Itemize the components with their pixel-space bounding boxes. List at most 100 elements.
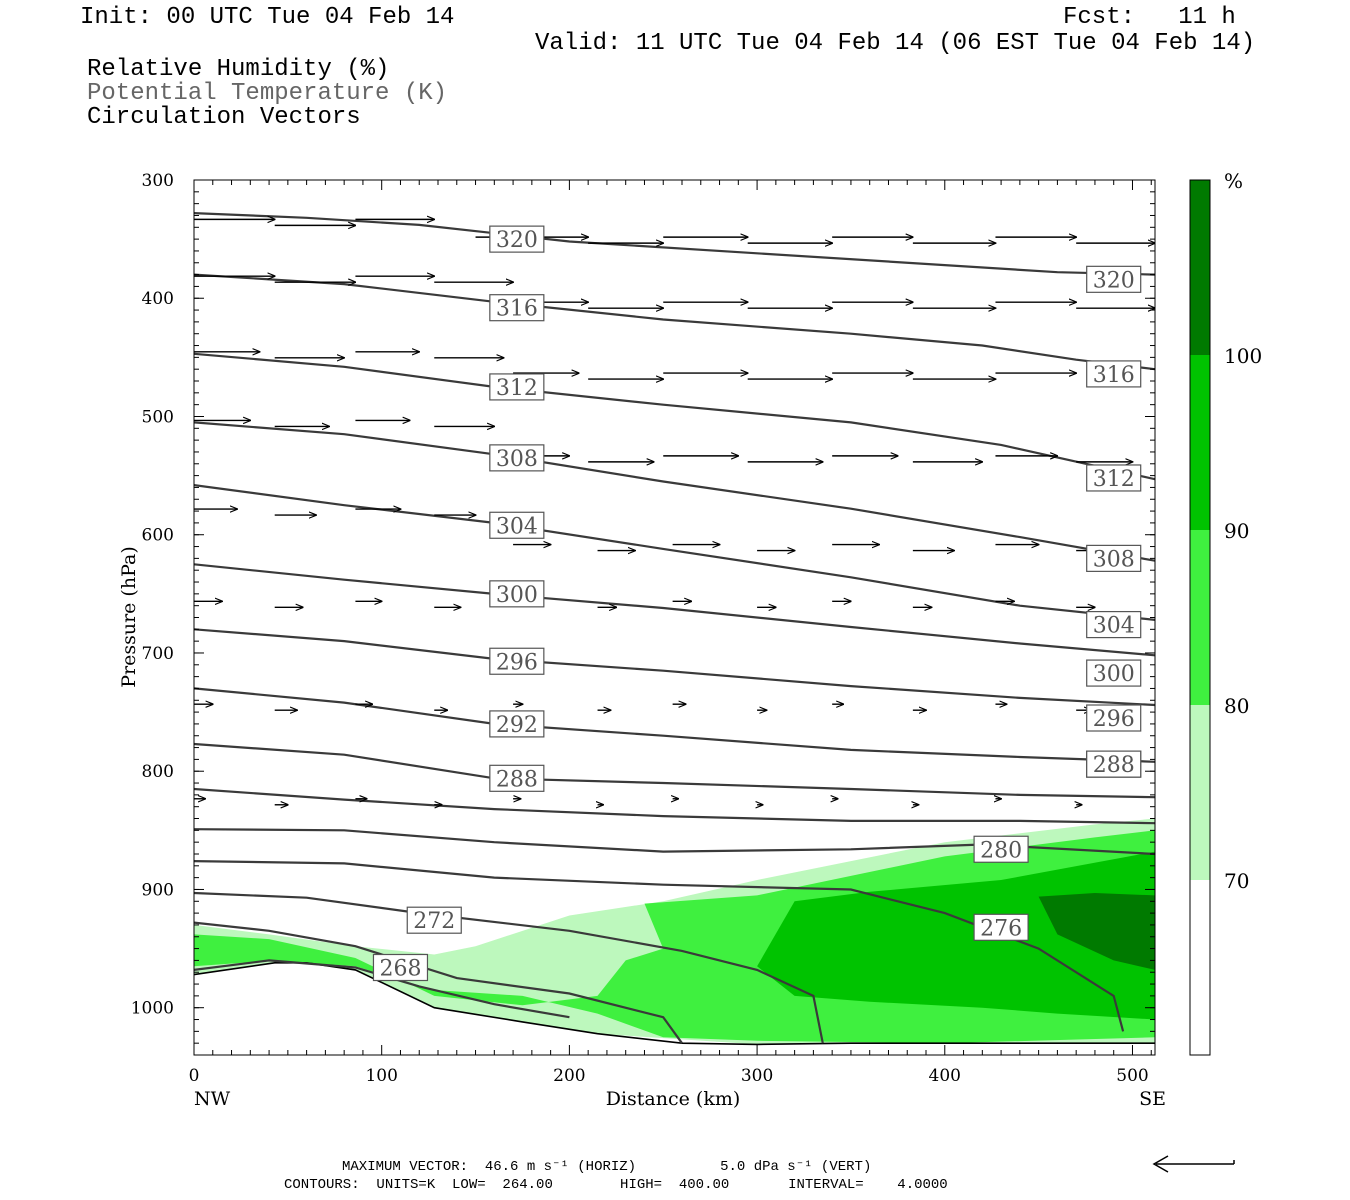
y-tick-label: 400 [142, 289, 174, 309]
theta-label-292: 292 [489, 710, 545, 738]
colorbar-level-label: 70 [1224, 869, 1249, 893]
colorbar-swatch [1190, 530, 1210, 705]
axes: 300 400 500 600 700 800 900 1000 0 100 200 300 400 50… [118, 171, 1166, 1110]
theta-label-288: 288 [489, 764, 545, 792]
theta-label-320: 320 [489, 225, 545, 253]
svg-text:316: 316 [496, 297, 538, 322]
field-theta: Potential Temperature (K) [87, 80, 448, 107]
colorbar-swatch [1190, 355, 1210, 530]
x-end-label-right: SE [1139, 1088, 1166, 1110]
footer-max-vector: MAXIMUM VECTOR: 46.6 m s⁻¹ (HORIZ) 5.0 d… [342, 1159, 872, 1175]
valid-time: Valid: 11 UTC Tue 04 Feb 14 (06 EST Tue … [535, 30, 1256, 57]
theta-label-316: 316 [489, 294, 545, 322]
svg-text:280: 280 [980, 838, 1022, 863]
y-tick-label: 700 [142, 644, 174, 664]
theta-contour-316 [194, 273, 1155, 371]
colorbar-level-label: 90 [1224, 519, 1249, 543]
svg-text:272: 272 [413, 909, 455, 934]
theta-label-304: 304 [1086, 610, 1142, 639]
theta-contour-320 [194, 212, 1155, 276]
theta-contour-272 [194, 921, 683, 1044]
theta-label-296: 296 [1086, 704, 1142, 732]
y-axis-label: Pressure (hPa) [118, 546, 140, 688]
y-tick-label: 500 [142, 407, 174, 427]
colorbar-unit: % [1224, 169, 1243, 193]
colorbar-swatch [1190, 880, 1210, 1055]
rh-region-90-100 [757, 851, 1155, 1020]
theta-label-304: 304 [489, 511, 545, 539]
theta-label-316: 316 [1086, 360, 1142, 388]
theta-contour-292 [194, 687, 1155, 763]
forecast-hour: Fcst: 11 h [1063, 4, 1236, 31]
theta-contour-unlabeled [194, 860, 1125, 1032]
theta-label-296: 296 [489, 647, 545, 675]
circulation-vectors [194, 219, 1155, 804]
colorbar: % 70 80 90 100 [1189, 169, 1262, 1056]
field-vectors: Circulation Vectors [87, 104, 361, 131]
x-tick-label: 100 [365, 1066, 397, 1086]
y-tick-label: 900 [142, 880, 174, 900]
theta-label-308: 308 [1086, 544, 1142, 572]
theta-contour-304 [194, 484, 1155, 621]
theta-label-288: 288 [1086, 750, 1142, 778]
terrain-mask [194, 962, 1155, 1055]
theta-label-312: 312 [1086, 464, 1142, 492]
x-tick-label: 0 [189, 1066, 200, 1086]
cross-section-chart: 320 320 316 316 312 312 308 308 304 304 300 300 296 2… [118, 169, 1262, 1110]
svg-text:320: 320 [496, 228, 538, 253]
theta-label-308: 308 [489, 444, 545, 472]
init-time: Init: 00 UTC Tue 04 Feb 14 [80, 4, 455, 31]
theta-contours [194, 212, 1155, 1044]
svg-text:276: 276 [980, 916, 1022, 941]
colorbar-level-label: 80 [1224, 694, 1249, 718]
theta-label-320: 320 [1086, 265, 1142, 293]
svg-text:296: 296 [496, 650, 538, 675]
theta-label-300: 300 [1086, 659, 1142, 687]
svg-text:304: 304 [496, 514, 538, 539]
x-tick-label: 200 [553, 1066, 585, 1086]
x-tick-label: 500 [1116, 1066, 1148, 1086]
theta-labels: 320 320 316 316 312 312 308 308 304 304 300 300 296 2… [372, 225, 1142, 982]
theta-contour-276 [194, 891, 824, 1044]
svg-text:312: 312 [1093, 467, 1135, 492]
theta-label-312: 312 [489, 373, 545, 401]
colorbar-frame [1189, 179, 1211, 1056]
theta-label-272: 272 [406, 906, 462, 934]
rh-shading [194, 818, 1155, 1045]
svg-text:316: 316 [1093, 363, 1135, 388]
svg-text:292: 292 [496, 713, 538, 738]
y-tick-label: 300 [142, 171, 174, 191]
svg-text:300: 300 [496, 583, 538, 608]
colorbar-swatch [1190, 180, 1210, 355]
svg-text:288: 288 [496, 767, 538, 792]
y-tick-label: 800 [142, 762, 174, 782]
theta-contour-296 [194, 628, 1155, 707]
field-rh: Relative Humidity (%) [87, 56, 390, 83]
theta-contour-unlabeled [194, 787, 1155, 825]
svg-text:296: 296 [1093, 707, 1135, 732]
footer-contours: CONTOURS: UNITS=K LOW= 264.00 HIGH= 400.… [284, 1177, 948, 1193]
reference-vector-icon [1152, 1155, 1235, 1173]
theta-label-280: 280 [973, 835, 1029, 863]
svg-text:312: 312 [496, 376, 538, 401]
x-end-label-left: NW [194, 1088, 231, 1110]
svg-text:320: 320 [1093, 268, 1135, 293]
rh-region-100+ [1038, 893, 1155, 970]
theta-label-276: 276 [973, 913, 1029, 941]
theta-label-268: 268 [372, 953, 429, 982]
svg-text:308: 308 [496, 447, 538, 472]
svg-text:308: 308 [1093, 547, 1135, 572]
theta-contour-300 [194, 563, 1155, 657]
svg-text:268: 268 [379, 957, 421, 982]
x-tick-label: 300 [741, 1066, 773, 1086]
theta-contour-288 [194, 742, 1155, 799]
theta-contour-312 [194, 352, 1155, 481]
svg-text:300: 300 [1093, 662, 1135, 687]
x-axis-label: Distance (km) [606, 1088, 741, 1110]
colorbar-swatch [1190, 705, 1210, 880]
y-tick-label: 600 [142, 526, 174, 546]
svg-text:288: 288 [1093, 753, 1135, 778]
theta-contour-308 [194, 421, 1155, 562]
theta-label-300: 300 [489, 580, 545, 608]
x-tick-label: 400 [929, 1066, 961, 1086]
